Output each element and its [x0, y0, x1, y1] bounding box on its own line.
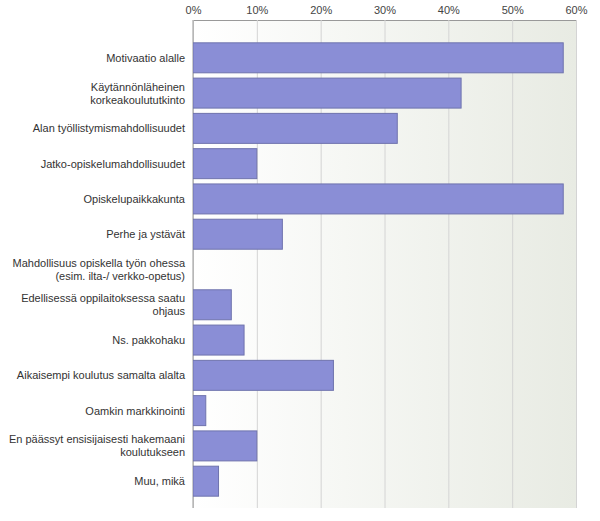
bar — [193, 184, 563, 214]
bar — [193, 219, 282, 249]
category-label: Käytännönläheinenkorkeakoulututkinto — [90, 81, 185, 106]
bar — [193, 325, 244, 355]
chart: 0% 10% 20% 30% 40% 50% 60% Motivaatio alalle Käy… — [0, 0, 600, 521]
category-label: Motivaatio alalle — [106, 52, 185, 64]
bar — [193, 78, 461, 108]
tick-label: 60% — [565, 4, 587, 16]
tick-label: 0% — [186, 4, 202, 16]
category-label: Mahdollisuus opiskella työn ohessa(esim.… — [13, 257, 186, 282]
tick-label: 30% — [374, 4, 396, 16]
category-label: Jatko-opiskelumahdollisuudet — [41, 158, 185, 170]
bars — [193, 43, 563, 496]
tick: 60% — [565, 4, 587, 508]
category-label: En päässyt ensisijaisesti hakemaanikoulu… — [9, 433, 185, 458]
tick-label: 50% — [502, 4, 524, 16]
category-label: Perhe ja ystävät — [106, 228, 185, 240]
bar — [193, 113, 397, 143]
grid-line — [512, 20, 513, 508]
tick: 50% — [502, 4, 524, 508]
category-label: Alan työllistymismahdollisuudet — [33, 122, 185, 134]
plot-background — [193, 20, 576, 508]
bar — [193, 255, 194, 285]
bar — [193, 396, 206, 426]
bar — [193, 149, 257, 179]
bar — [193, 431, 257, 461]
x-axis: 0% 10% 20% 30% 40% 50% 60% — [186, 4, 588, 508]
category-labels: Motivaatio alalle Käytännönläheinenkorkea… — [9, 52, 186, 487]
tick-label: 20% — [310, 4, 332, 16]
category-label: Muu, mikä — [134, 475, 186, 487]
bar — [193, 43, 563, 73]
bar — [193, 466, 219, 496]
grid-line — [576, 20, 577, 508]
category-label: Opiskelupaikkakunta — [83, 193, 185, 205]
tick-label: 40% — [438, 4, 460, 16]
bar — [193, 360, 333, 390]
tick-label: 10% — [246, 4, 268, 16]
category-label: Edellisessä oppilaitoksessa saatuohjaus — [21, 292, 185, 317]
category-label: Ns. pakkohaku — [112, 334, 185, 346]
category-label: Oamkin markkinointi — [85, 405, 185, 417]
category-label: Aikaisempi koulutus samalta alalta — [17, 369, 186, 381]
bar — [193, 290, 231, 320]
